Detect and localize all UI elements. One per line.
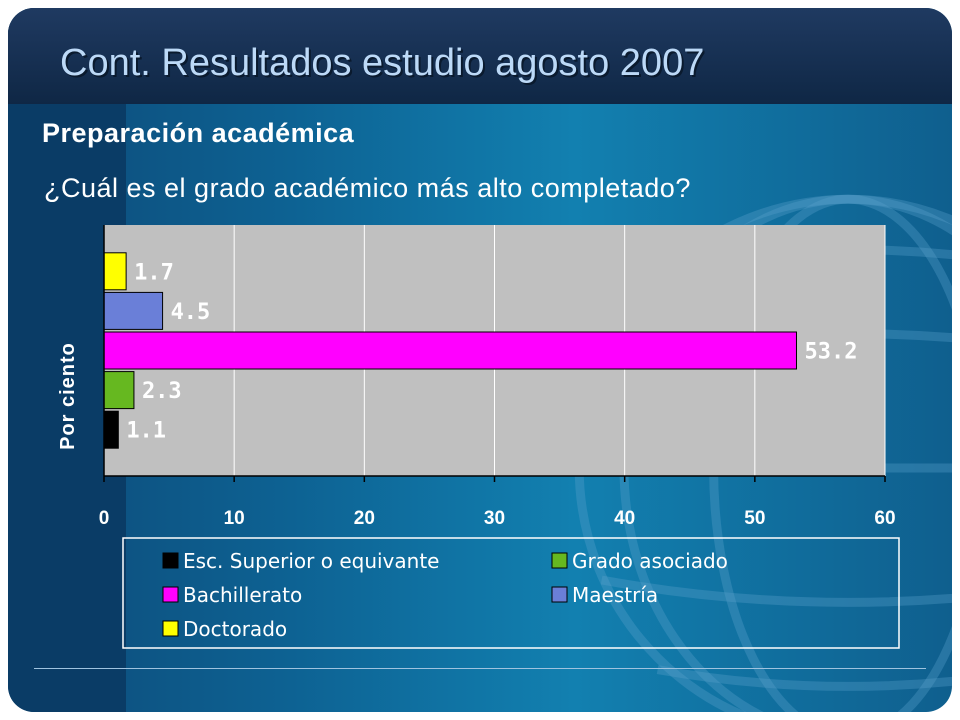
x-tick-label: 60	[874, 508, 895, 529]
bar	[103, 291, 164, 330]
title-band	[8, 8, 952, 104]
legend-entry: Maestría	[572, 583, 658, 607]
data-label: 53.2	[804, 340, 857, 365]
x-tick-label: 40	[614, 508, 635, 529]
bar	[103, 410, 119, 449]
legend-entry: Bachillerato	[183, 583, 302, 607]
data-labels: 1.7 4.5 53.2 2.3 1.1	[126, 260, 857, 443]
bar	[103, 252, 127, 291]
legend-entry: Esc. Superior o equivante	[183, 549, 439, 573]
y-axis-label: Por ciento	[57, 342, 79, 450]
x-tick-label: 0	[99, 508, 110, 529]
slide-title: Cont. Resultados estudio agosto 2007	[60, 42, 705, 84]
x-tick-label: 50	[744, 508, 765, 529]
question-text: ¿Cuál es el grado académico más alto com…	[44, 173, 691, 203]
legend: Esc. Superior o equivante Grado asociado B…	[162, 549, 728, 641]
legend-swatch	[551, 586, 568, 603]
legend-swatch	[551, 552, 568, 569]
bar	[103, 331, 797, 370]
x-tick-label: 30	[484, 508, 505, 529]
legend-entry: Doctorado	[183, 617, 287, 641]
x-tick-label: 20	[354, 508, 375, 529]
bar	[103, 371, 135, 410]
x-ticks: 0 10 20 30 40 50 60	[99, 476, 896, 529]
x-tick-label: 10	[224, 508, 245, 529]
legend-swatch	[162, 552, 179, 569]
bottom-rule	[34, 668, 926, 669]
data-label: 1.1	[126, 419, 166, 444]
legend-swatch	[162, 620, 179, 637]
data-label: 2.3	[142, 379, 182, 404]
legend-box	[122, 537, 900, 649]
legend-entry: Grado asociado	[572, 549, 728, 573]
data-label: 1.7	[134, 260, 174, 285]
section-heading: Preparación académica	[42, 118, 355, 148]
legend-swatch	[162, 586, 179, 603]
data-label: 4.5	[171, 300, 211, 325]
